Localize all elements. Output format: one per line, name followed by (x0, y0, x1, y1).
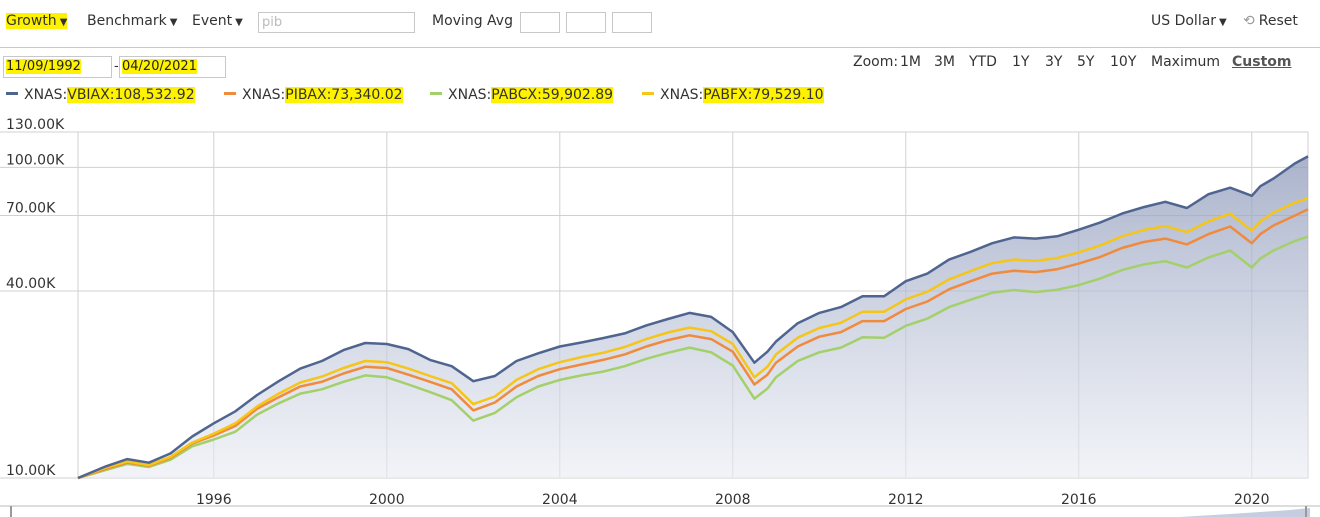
y-tick-label: 100.00K (6, 152, 65, 168)
x-tick-label: 2000 (369, 492, 405, 508)
chevron-down-icon: ▼ (169, 17, 178, 28)
zoom-3y[interactable]: 3Y (1045, 54, 1063, 70)
date-separator: - (114, 59, 119, 74)
zoom-1y[interactable]: 1Y (1012, 54, 1030, 70)
series-line-pabcx[interactable] (77, 235, 1309, 480)
zoom-5y[interactable]: 5Y (1077, 54, 1095, 70)
search-placeholder: pib (262, 15, 283, 30)
series-swatch (6, 91, 18, 95)
zoom-10y[interactable]: 10Y (1110, 54, 1137, 70)
zoom-maximum[interactable]: Maximum (1151, 54, 1220, 70)
legend-item-pabfx[interactable]: XNAS:PABFX:79,529.10 (642, 87, 824, 103)
growth-dropdown[interactable]: Growth ▼ (6, 13, 68, 29)
y-tick-label: 10.00K (6, 463, 56, 479)
series-line-vbiax[interactable] (77, 155, 1309, 480)
date-range-row: 11/09/1992 - 04/20/2021 Zoom: 1M 3M YTD … (0, 52, 1320, 82)
series-line-pibax[interactable] (77, 208, 1309, 480)
legend-item-pibax[interactable]: XNAS:PIBAX:73,340.02 (224, 87, 403, 103)
x-tick-label: 2020 (1234, 492, 1270, 508)
legend-label: PABFX:79,529.10 (703, 87, 824, 103)
legend-label: VBIAX:108,532.92 (67, 87, 195, 103)
end-date-input[interactable]: 04/20/2021 (119, 56, 226, 78)
series-line-pabfx[interactable] (77, 197, 1309, 480)
zoom-ytd[interactable]: YTD (969, 54, 997, 70)
zoom-1m[interactable]: 1M (900, 54, 921, 70)
legend: XNAS:VBIAX:108,532.92 XNAS:PIBAX:73,340.… (0, 86, 1320, 110)
x-tick-label: 2016 (1061, 492, 1097, 508)
moving-avg-label: Moving Avg (432, 13, 513, 29)
chevron-down-icon: ▼ (235, 17, 243, 28)
navigator-handle-left[interactable] (10, 506, 12, 517)
x-tick-label: 2008 (715, 492, 751, 508)
chevron-down-icon: ▼ (59, 17, 68, 28)
toolbar: Growth ▼ Benchmark ▼ Event ▼ pib Moving Avg… (0, 0, 1320, 48)
benchmark-label: Benchmark (87, 13, 167, 29)
moving-avg-input-2[interactable] (566, 12, 606, 33)
legend-prefix: XNAS: (242, 87, 286, 103)
legend-item-pabcx[interactable]: XNAS:PABCX:59,902.89 (430, 87, 614, 103)
legend-prefix: XNAS: (448, 87, 492, 103)
moving-avg-input-1[interactable] (520, 12, 560, 33)
series-swatch (430, 91, 442, 95)
y-tick-label: 130.00K (6, 117, 65, 133)
growth-label: Growth (6, 13, 57, 29)
search-input[interactable]: pib (258, 12, 415, 33)
start-date-value: 11/09/1992 (6, 59, 81, 74)
legend-item-vbiax[interactable]: XNAS:VBIAX:108,532.92 (6, 87, 195, 103)
y-tick-label: 70.00K (6, 201, 56, 217)
legend-label: PIBAX:73,340.02 (285, 87, 403, 103)
zoom-3m[interactable]: 3M (934, 54, 955, 70)
x-tick-label: 2004 (542, 492, 578, 508)
navigator-handle-right[interactable] (1305, 506, 1307, 517)
event-label: Event (192, 13, 233, 29)
event-dropdown[interactable]: Event ▼ (192, 13, 243, 29)
x-tick-label: 2012 (888, 492, 924, 508)
legend-label: PABCX:59,902.89 (491, 87, 614, 103)
end-date-value: 04/20/2021 (122, 59, 197, 74)
currency-label: US Dollar (1151, 13, 1217, 29)
zoom-label: Zoom: (853, 54, 899, 70)
y-tick-label: 40.00K (6, 276, 56, 292)
x-tick-label: 1996 (196, 492, 232, 508)
chevron-down-icon: ▼ (1219, 17, 1227, 28)
series-area-vbiax (78, 156, 1308, 478)
currency-dropdown[interactable]: US Dollar ▼ (1151, 13, 1227, 29)
legend-prefix: XNAS: (660, 87, 704, 103)
legend-prefix: XNAS: (24, 87, 68, 103)
series-swatch (642, 91, 654, 95)
start-date-input[interactable]: 11/09/1992 (3, 56, 112, 78)
reset-label: Reset (1258, 13, 1298, 29)
benchmark-dropdown[interactable]: Benchmark ▼ (87, 13, 177, 29)
moving-avg-input-3[interactable] (612, 12, 652, 33)
zoom-custom[interactable]: Custom (1232, 54, 1292, 70)
series-swatch (224, 91, 236, 95)
navigator-series-preview (1180, 508, 1310, 517)
reset-icon: ⟲ (1243, 13, 1255, 29)
reset-button[interactable]: ⟲ Reset (1243, 13, 1298, 29)
